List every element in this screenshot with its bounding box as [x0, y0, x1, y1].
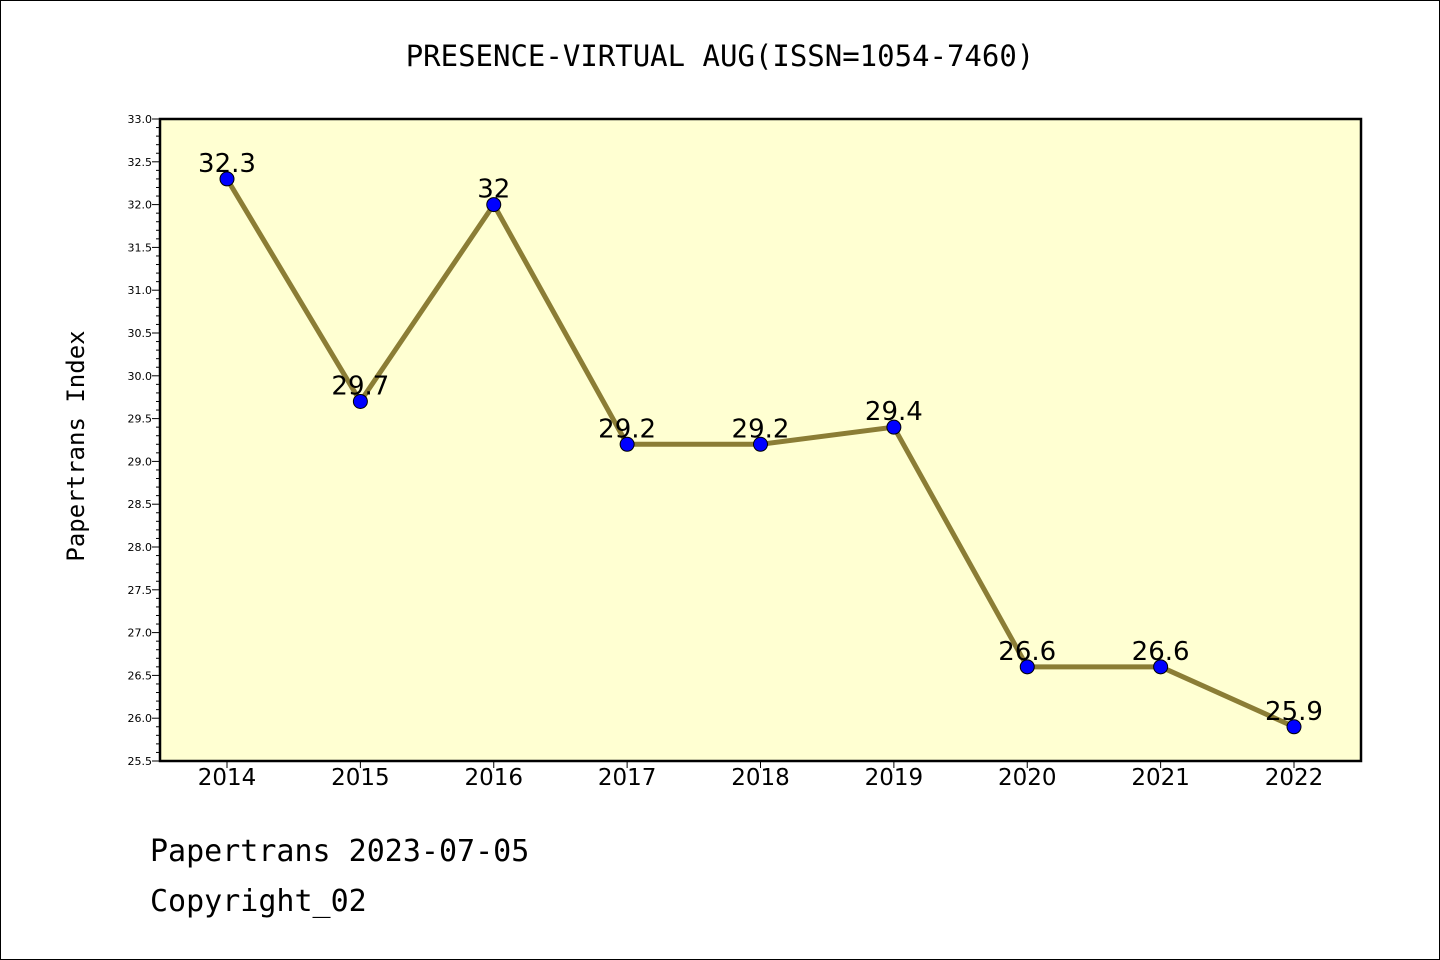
- data-point: [753, 436, 768, 452]
- data-label: 26.6: [1132, 637, 1190, 667]
- y-tick-label: 29.5: [128, 413, 153, 426]
- y-tick-label: 26.5: [128, 669, 153, 682]
- y-tick-label: 27.5: [128, 584, 153, 597]
- data-point: [1286, 719, 1302, 735]
- x-tick-label: 2021: [1131, 765, 1190, 791]
- data-label-layer: 32.3 29.7 32 29.2 29.2 29.4 26.6 26.6 25.9: [198, 149, 1323, 727]
- data-point: [219, 171, 235, 187]
- y-tick-label: 28.0: [128, 541, 153, 554]
- y-tick-label: 30.0: [128, 370, 153, 383]
- data-point: [619, 436, 635, 452]
- y-tick-label: 25.5: [128, 755, 153, 768]
- data-label: 29.4: [865, 397, 923, 427]
- x-tick-label: 2020: [998, 765, 1057, 791]
- x-tick-label: 2022: [1265, 765, 1324, 791]
- data-point: [886, 419, 902, 435]
- y-tick-label: 31.5: [128, 241, 153, 254]
- data-label: 32: [477, 175, 510, 205]
- y-tick-label: 32.0: [128, 199, 153, 212]
- y-tick-label: 32.5: [128, 156, 153, 169]
- data-label: 29.2: [732, 414, 790, 444]
- y-tick-label: 28.5: [128, 498, 153, 511]
- marker-layer: [219, 171, 1302, 735]
- y-tick-label: 31.0: [128, 284, 153, 297]
- data-point: [486, 197, 502, 213]
- footer-copyright: Copyright_02: [150, 884, 367, 919]
- y-axis-label: Papertrans Index: [62, 330, 90, 561]
- data-point: [1019, 659, 1035, 675]
- x-tick-label: 2017: [598, 765, 657, 791]
- data-point: [352, 393, 368, 409]
- x-tick-label: 2015: [331, 765, 390, 791]
- data-point: [1153, 659, 1169, 675]
- data-label: 32.3: [198, 149, 256, 179]
- y-tick-label: 33.0: [128, 113, 153, 126]
- x-tick-label: 2018: [731, 765, 790, 791]
- x-tick-label: 2019: [865, 765, 924, 791]
- x-tick-label: 2014: [198, 765, 257, 791]
- y-axis: 25.5 26.0 26.5 27.0 27.5 28.0 28.5 29.0 29.5 30.0…: [128, 113, 160, 768]
- y-tick-label: 29.0: [128, 455, 153, 468]
- x-axis: 2014 2015 2016 2017 2018 2019 2020 2021 2022: [198, 761, 1324, 791]
- chart-title: PRESENCE-VIRTUAL AUG(ISSN=1054-7460): [406, 39, 1035, 73]
- x-tick-label: 2016: [464, 765, 523, 791]
- footer-date: Papertrans 2023-07-05: [150, 834, 530, 869]
- data-label: 25.9: [1265, 697, 1323, 727]
- data-label: 26.6: [998, 637, 1056, 667]
- y-tick-label: 26.0: [128, 712, 153, 725]
- y-tick-label: 27.0: [128, 627, 153, 640]
- data-label: 29.7: [331, 371, 389, 401]
- data-label: 29.2: [598, 414, 656, 444]
- y-tick-label: 30.5: [128, 327, 153, 340]
